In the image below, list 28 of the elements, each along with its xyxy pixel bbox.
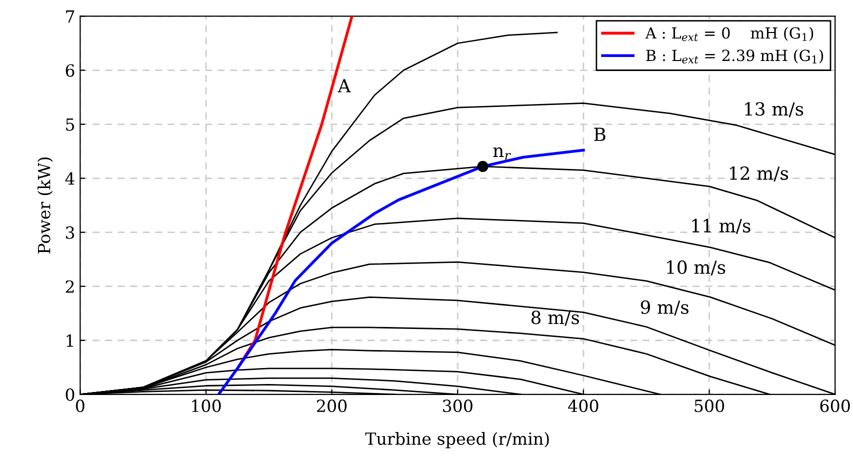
annotation: 11 m/s xyxy=(692,218,750,234)
x-tick-label: 200 xyxy=(317,400,347,412)
x-tick-label: 400 xyxy=(568,400,598,412)
x-tick-label: 500 xyxy=(694,400,724,412)
x-tick-label: 600 xyxy=(820,400,850,412)
annotation: n$_{r}$ xyxy=(493,147,511,160)
y-axis-title: Power (kW) xyxy=(37,158,53,254)
y-tick-label: 1 xyxy=(66,334,73,347)
y-tick-label: 3 xyxy=(66,226,74,239)
annotation: B xyxy=(594,128,606,141)
y-tick-label: 7 xyxy=(66,10,74,23)
y-tick-label: 4 xyxy=(65,172,74,185)
annotation: 9 m/s xyxy=(640,300,688,316)
x-tick-label: 300 xyxy=(443,400,472,412)
legend-label: B : L$_{ext}$ = 2.39 mH (G$_{1}$) xyxy=(646,49,824,64)
annotation: 8 m/s xyxy=(531,310,580,326)
annotation: 13 m/s xyxy=(745,102,804,118)
annotation: A xyxy=(338,79,351,92)
x-tick-label: 0 xyxy=(76,400,84,412)
annotation: 10 m/s xyxy=(667,260,726,276)
legend-label: A : L$_{ext}$ = 0 mH (G$_{1}$) xyxy=(645,26,814,42)
y-tick-label: 6 xyxy=(66,64,74,77)
x-tick-label: 100 xyxy=(192,400,221,412)
y-tick-label: 0 xyxy=(66,388,74,401)
y-tick-label: 5 xyxy=(66,118,74,131)
y-tick-label: 2 xyxy=(66,280,74,293)
annotation: 12 m/s xyxy=(730,166,788,182)
x-axis-title: Turbine speed (r/min) xyxy=(365,432,549,448)
